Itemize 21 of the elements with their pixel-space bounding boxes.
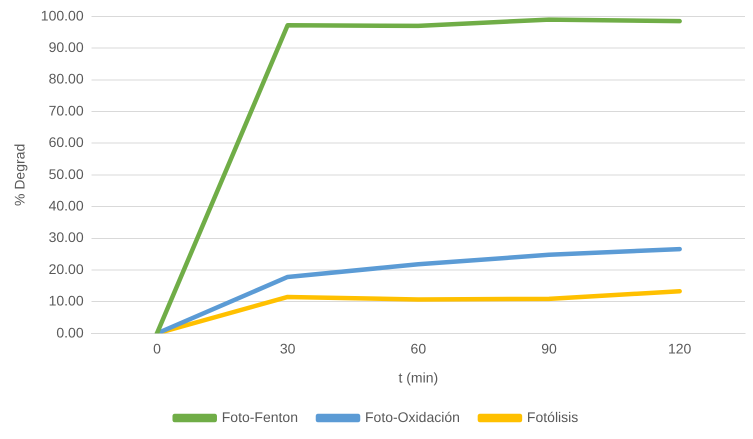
y-axis-title: % Degrad: [11, 144, 28, 206]
legend-label: Foto-Oxidación: [364, 408, 460, 425]
x-tick-label: 30: [280, 340, 296, 357]
y-tick-label: 80.00: [48, 70, 84, 87]
x-tick-label: 60: [410, 340, 426, 357]
x-tick-label: 120: [668, 340, 692, 357]
y-tick-label: 70.00: [48, 102, 84, 118]
y-tick-label: 10.00: [48, 292, 84, 309]
legend-label: Fotólisis: [526, 408, 578, 425]
y-tick-label: 100.00: [40, 7, 84, 24]
x-tick-label: 0: [153, 340, 162, 357]
y-tick-label: 90.00: [48, 38, 84, 55]
x-axis-title: t (min): [398, 369, 438, 386]
y-tick-label: 20.00: [48, 260, 84, 277]
y-tick-label: 40.00: [48, 197, 84, 214]
y-tick-label: 0.00: [56, 324, 84, 340]
y-tick-label: 30.00: [48, 229, 84, 246]
y-tick-label: 60.00: [48, 134, 84, 150]
legend-label: Foto-Fenton: [222, 408, 298, 425]
x-tick-label: 90: [541, 340, 557, 357]
y-tick-label: 50.00: [48, 166, 84, 182]
